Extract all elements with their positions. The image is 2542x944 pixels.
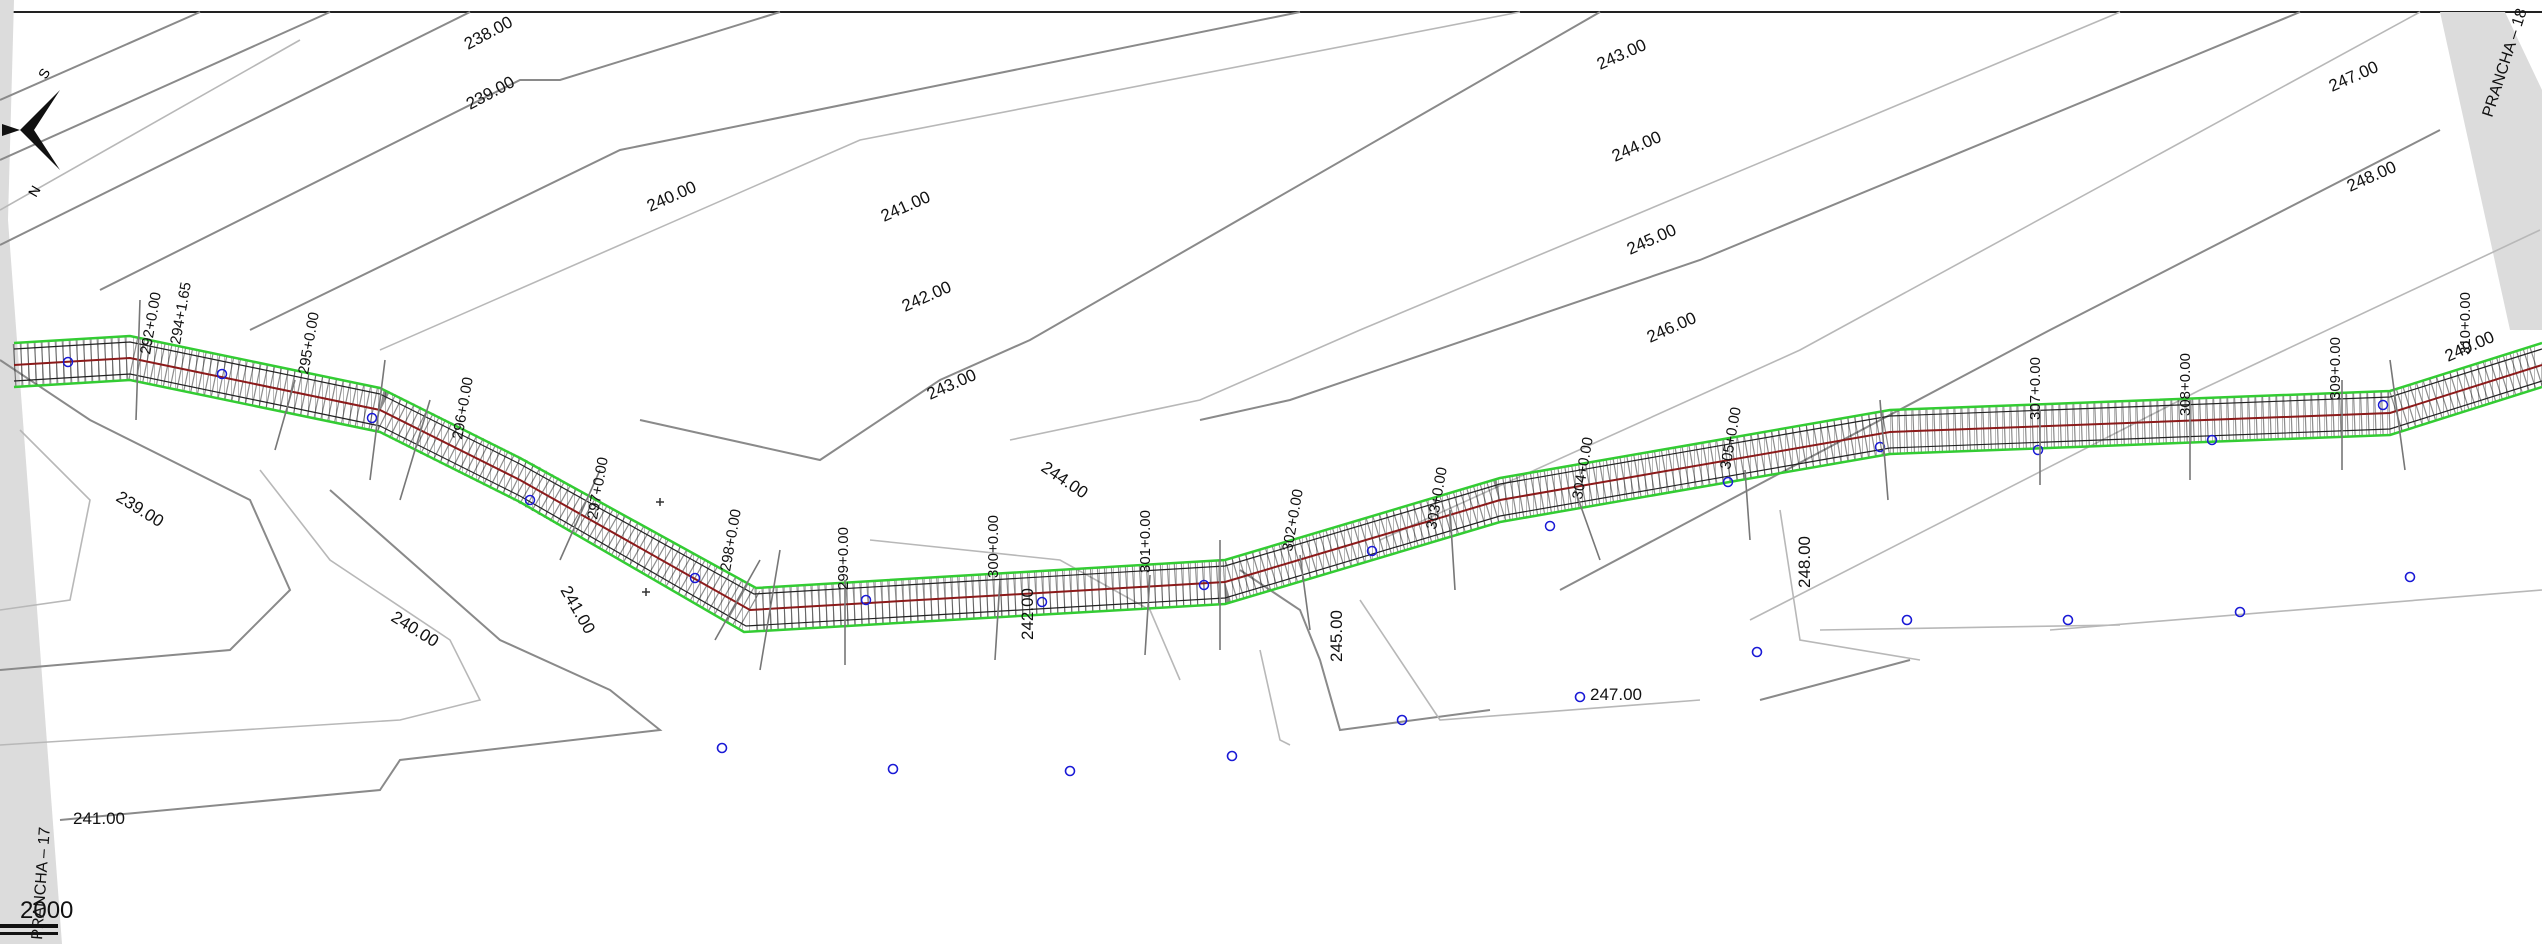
scale-bar: 2000: [0, 897, 73, 935]
station-label: 308+0.00: [2177, 353, 2194, 416]
svg-text:N: N: [25, 183, 44, 200]
contour-label: 241.00: [73, 809, 125, 828]
survey-point-icon: [1901, 614, 1913, 626]
contour-label: 248.00: [2344, 157, 2399, 196]
station-label: 300+0.00: [985, 515, 1002, 578]
contour-label: 241.00: [557, 583, 599, 638]
contour-label: 243.00: [1594, 35, 1649, 74]
station-label: 310+0.00: [2457, 292, 2474, 355]
station-label: 301+0.00: [1137, 510, 1154, 573]
right-sheet-border: [2440, 12, 2542, 330]
survey-point-icon: [1751, 646, 1763, 658]
station-label: 295+0.00: [295, 311, 323, 376]
contour-label: 239.00: [463, 72, 518, 113]
station-label: 299+0.00: [835, 527, 852, 590]
contour-label: 242.00: [1018, 588, 1037, 640]
contour-label: 238.00: [461, 12, 516, 53]
survey-point-icon: [716, 742, 728, 754]
contour-label: 242.00: [899, 277, 954, 316]
track-alignment: [12, 334, 2542, 634]
contour-label: 246.00: [1644, 308, 1699, 347]
contour-label: 239.00: [113, 487, 167, 531]
scale-value: 2000: [20, 897, 73, 924]
contour-label: 243.00: [924, 365, 979, 404]
contour-label: 244.00: [1038, 458, 1092, 503]
contour-label: 241.00: [878, 187, 933, 226]
survey-point-icon: [2404, 571, 2416, 583]
survey-point-icon: [1064, 765, 1076, 777]
contour-label: 240.00: [644, 177, 699, 216]
survey-points: [716, 571, 2416, 777]
survey-point-icon: [1226, 750, 1238, 762]
station-label: 298+0.00: [717, 508, 745, 573]
survey-point-icon: [1396, 714, 1408, 726]
left-sheet-border-top: [0, 0, 14, 220]
contour-label: 244.00: [1609, 127, 1664, 166]
cross-markers: [642, 498, 664, 596]
left-sheet-border: [0, 220, 62, 944]
contour-label: 245.00: [1327, 610, 1346, 662]
survey-point-icon: [2062, 614, 2074, 626]
svg-text:S: S: [35, 65, 54, 81]
station-label: 307+0.00: [2027, 357, 2044, 420]
contour-label: 247.00: [2326, 57, 2381, 96]
contour-label: 245.00: [1624, 220, 1679, 259]
station-label: 294+1.65: [167, 281, 195, 346]
contour-label: 247.00: [1590, 685, 1642, 704]
survey-point-icon: [887, 763, 899, 775]
contour-label: 248.00: [1795, 536, 1814, 588]
survey-point-icon: [1574, 691, 1586, 703]
station-label: 309+0.00: [2327, 337, 2344, 400]
station-label: 296+0.00: [449, 376, 477, 441]
survey-point-icon: [2234, 606, 2246, 618]
contour-label: 240.00: [388, 607, 442, 651]
station-ticks: [135, 299, 2406, 671]
